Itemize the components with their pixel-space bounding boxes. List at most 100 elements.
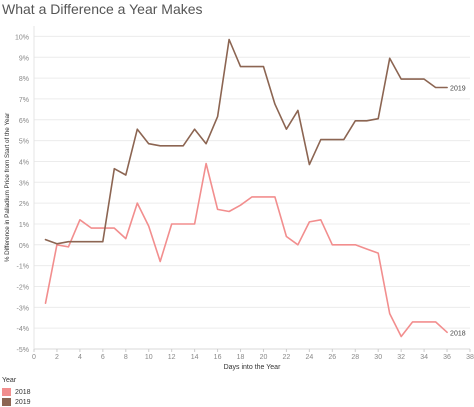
x-tick-label: 2	[55, 354, 59, 361]
x-tick-label: 4	[78, 354, 82, 361]
data-point-2019	[102, 241, 104, 243]
series-lines	[44, 38, 448, 338]
data-point-2018	[159, 261, 161, 263]
data-point-2019	[286, 128, 288, 130]
data-point-2019	[331, 139, 333, 141]
data-point-2019	[263, 66, 265, 68]
legend-label-2018: 2018	[15, 388, 31, 396]
data-point-2019	[366, 120, 368, 122]
data-point-2019	[148, 143, 150, 145]
data-point-2019	[274, 103, 276, 105]
legend: Year 2018 2019	[2, 377, 31, 407]
data-point-2018	[68, 246, 70, 248]
data-point-2018	[194, 223, 196, 225]
axes: 10% 9% 8% 7% 6% 5% 4% 3% 2% 1% 0% -1% -2% -3% -4% -5%0 2…	[15, 26, 474, 361]
data-point-2019	[423, 78, 425, 80]
y-tick-label: 8%	[19, 76, 29, 83]
data-point-2019	[389, 57, 391, 59]
legend-swatch-2018	[2, 388, 11, 396]
x-tick-label: 12	[168, 354, 176, 361]
data-point-2018	[286, 236, 288, 238]
legend-label-2019: 2019	[15, 398, 31, 406]
y-tick-label: -4%	[17, 326, 29, 333]
data-point-2018	[113, 227, 115, 229]
data-point-2019	[377, 118, 379, 120]
data-point-2019	[171, 145, 173, 147]
y-axis-title: % Difference in Palladium Price from Sta…	[4, 113, 11, 262]
legend-swatch-2019	[2, 398, 11, 406]
end-label-2018: 2018	[450, 330, 466, 337]
data-point-2018	[79, 219, 81, 221]
data-point-2019	[435, 87, 437, 89]
data-point-2019	[205, 143, 207, 145]
data-point-2018	[171, 223, 173, 225]
x-tick-label: 10	[145, 354, 153, 361]
x-tick-label: 30	[374, 354, 382, 361]
data-point-2018	[274, 196, 276, 198]
data-point-2018	[308, 221, 310, 223]
legend-title: Year	[2, 377, 17, 384]
data-point-2019	[136, 128, 138, 130]
legend-item-2019[interactable]: 2019	[2, 397, 31, 407]
x-tick-label: 14	[191, 354, 199, 361]
data-point-2019	[240, 66, 242, 68]
gridlines	[34, 35, 470, 350]
y-tick-label: 5%	[19, 139, 29, 146]
y-tick-label: 4%	[19, 159, 29, 166]
data-point-2019	[251, 66, 253, 68]
data-point-2018	[331, 244, 333, 246]
y-tick-label: 3%	[19, 180, 29, 187]
data-point-2018	[217, 208, 219, 210]
x-tick-label: 20	[260, 354, 268, 361]
data-point-2018	[45, 302, 47, 304]
y-tick-label: -3%	[17, 305, 29, 312]
end-label-2019: 2019	[450, 85, 466, 92]
x-tick-label: 18	[237, 354, 245, 361]
data-point-2019	[400, 78, 402, 80]
data-point-2019	[182, 145, 184, 147]
data-point-2018	[320, 219, 322, 221]
data-point-2019	[79, 241, 81, 243]
data-point-2019	[343, 139, 345, 141]
data-point-2018	[400, 336, 402, 338]
data-point-2018	[435, 321, 437, 323]
data-point-2019	[228, 39, 230, 41]
legend-item-2018[interactable]: 2018	[2, 387, 31, 397]
data-point-2018	[412, 321, 414, 323]
data-point-2019	[113, 168, 115, 170]
data-point-2019	[308, 164, 310, 166]
data-point-2019	[90, 241, 92, 243]
labels: Days into the Year % Difference in Pallad…	[4, 85, 466, 371]
data-point-2018	[446, 331, 448, 333]
data-point-2018	[377, 252, 379, 254]
data-point-2019	[194, 128, 196, 130]
data-point-2018	[136, 202, 138, 204]
y-tick-label: -5%	[17, 347, 29, 354]
x-tick-label: 34	[420, 354, 428, 361]
data-point-2019	[56, 243, 58, 245]
y-tick-label: 7%	[19, 97, 29, 104]
data-point-2018	[182, 223, 184, 225]
data-point-2018	[343, 244, 345, 246]
data-point-2018	[125, 238, 127, 240]
data-point-2019	[446, 87, 448, 89]
chart-title: What a Difference a Year Makes	[2, 1, 203, 17]
x-tick-label: 0	[32, 354, 36, 361]
data-point-2019	[159, 145, 161, 147]
data-point-2018	[423, 321, 425, 323]
y-tick-label: 6%	[19, 118, 29, 125]
data-point-2019	[68, 241, 70, 243]
x-tick-label: 28	[351, 354, 359, 361]
x-tick-label: 36	[443, 354, 451, 361]
y-tick-label: 2%	[19, 201, 29, 208]
data-point-2018	[366, 248, 368, 250]
data-point-2018	[297, 244, 299, 246]
data-point-2019	[354, 120, 356, 122]
data-point-2019	[45, 239, 47, 241]
data-point-2018	[354, 244, 356, 246]
data-point-2018	[263, 196, 265, 198]
y-tick-label: 10%	[15, 34, 29, 41]
x-tick-label: 32	[397, 354, 405, 361]
data-point-2018	[102, 227, 104, 229]
data-point-2018	[228, 211, 230, 213]
